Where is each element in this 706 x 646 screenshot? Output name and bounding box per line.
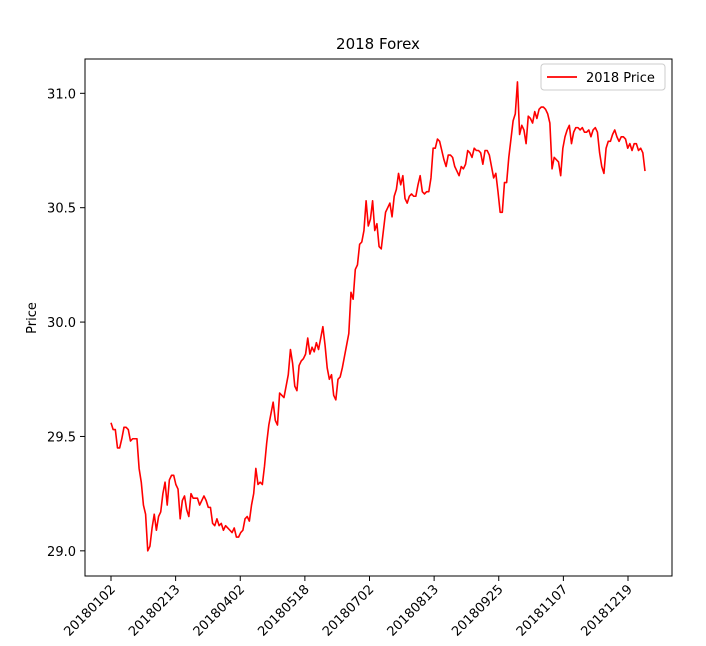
y-axis-label: Price: [25, 302, 40, 334]
y-tick-label: 29.0: [47, 545, 76, 560]
x-tick-label: 20180102: [61, 582, 118, 639]
legend-box: [540, 63, 666, 91]
chart-title: 2018 Forex: [336, 35, 420, 53]
legend: 2018 Price: [540, 63, 666, 91]
y-tick-label: 29.5: [47, 430, 76, 445]
y-tick-label: 30.0: [47, 316, 76, 331]
x-tick-label: 20180813: [385, 582, 442, 639]
y-axis: 29.0 29.5 30.0 30.5 31.0: [47, 87, 85, 560]
x-tick-label: 20180702: [320, 582, 377, 639]
x-tick-label: 20180213: [126, 582, 183, 639]
y-tick-label: 30.5: [47, 202, 76, 217]
x-tick-label: 20180518: [255, 582, 312, 639]
x-tick-label: 20181219: [578, 582, 635, 639]
y-tick-label: 31.0: [47, 87, 76, 102]
x-tick-label: 20180925: [449, 582, 506, 639]
x-tick-label: 20180402: [191, 582, 248, 639]
x-tick-label: 20181107: [514, 582, 571, 639]
plot-frame: [84, 58, 673, 577]
price-line: [110, 81, 646, 552]
x-axis: 20180102 20180213 20180402 20180518 20180702…: [61, 576, 636, 640]
legend-label: 2018 Price: [586, 71, 655, 86]
